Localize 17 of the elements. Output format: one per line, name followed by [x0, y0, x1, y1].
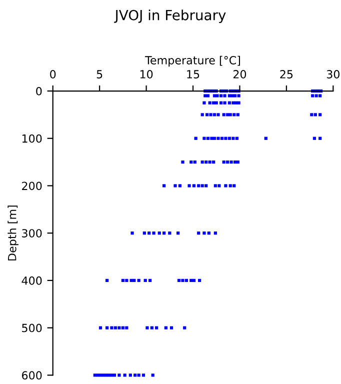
- y-tick-label: 400: [22, 276, 42, 285]
- x-tick-label: 0: [50, 70, 56, 78]
- x-tick-label: 15: [187, 70, 200, 78]
- y-tick-label: 0: [36, 86, 42, 96]
- x-tick-label: 30: [326, 70, 340, 78]
- y-tick-label: 600: [22, 371, 42, 380]
- y-tick-label: 200: [22, 182, 42, 190]
- x-tick-label: 5: [96, 70, 102, 78]
- chart-title: JVOJ in February: [114, 10, 226, 24]
- y-tick-label: 500: [22, 324, 42, 332]
- y-axis-title: Depth [m]: [8, 206, 18, 260]
- y-tick-label: 100: [22, 134, 42, 143]
- x-tick-label: 20: [233, 70, 246, 78]
- x-tick-label: 10: [140, 70, 153, 78]
- x-tick-label: 25: [280, 70, 293, 78]
- x-axis-title: Temperature [°C]: [145, 56, 240, 67]
- y-tick-label: 300: [22, 229, 42, 238]
